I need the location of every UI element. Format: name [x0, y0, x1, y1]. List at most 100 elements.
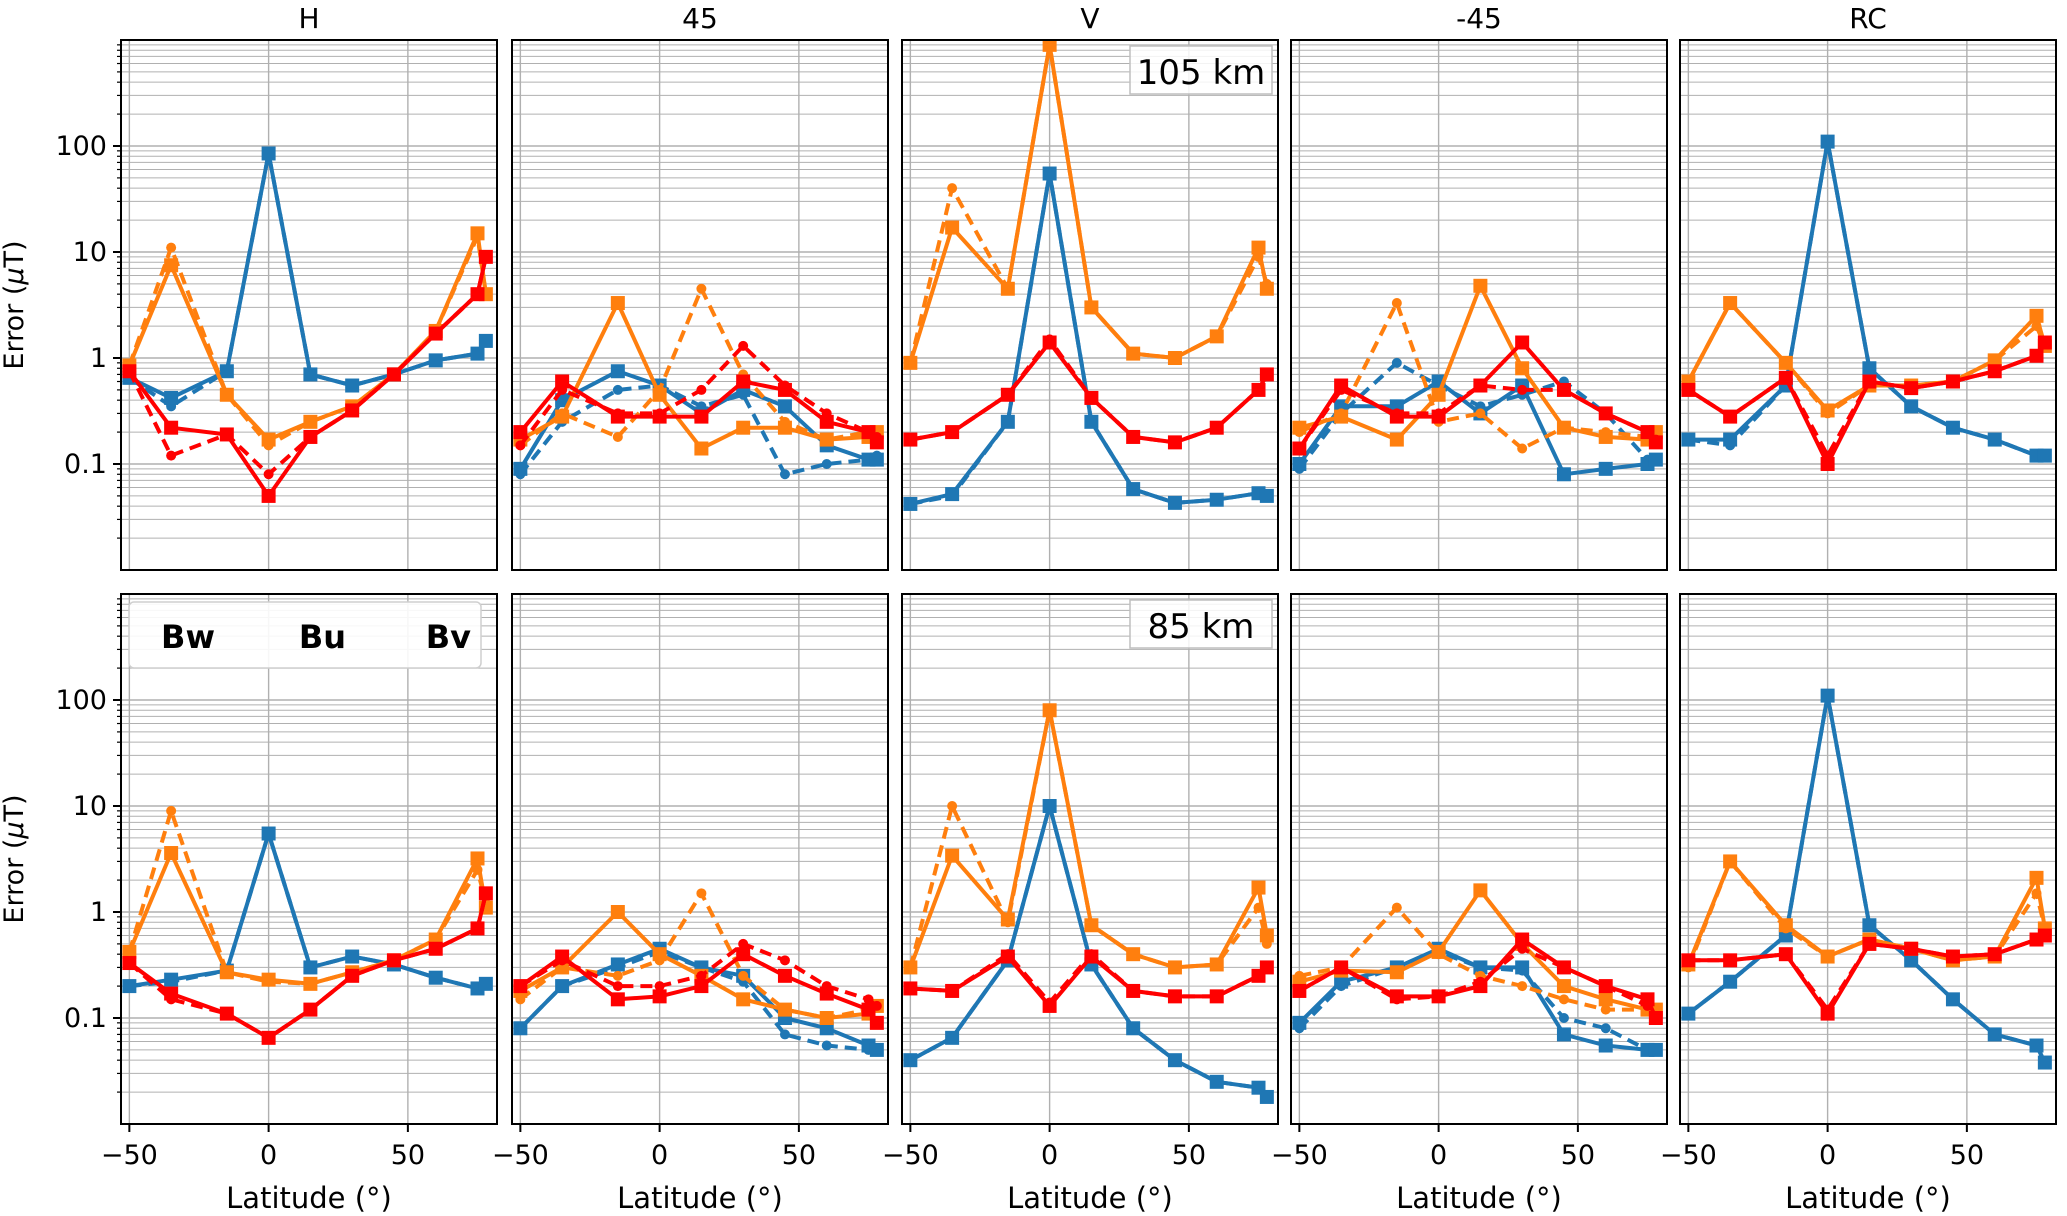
x-tick-label: −50 [492, 1140, 549, 1171]
data-point-bw [1904, 953, 1919, 968]
data-point-bu [1600, 1004, 1611, 1015]
series-group [513, 283, 884, 480]
data-point-bu [1723, 854, 1738, 869]
data-point-bw [945, 487, 960, 502]
data-point-bu [1334, 409, 1349, 424]
series-line-bw-dashed [1687, 693, 2047, 1064]
data-point-bv [2029, 348, 2044, 363]
data-point-bw [1209, 492, 1224, 507]
data-point-bu [736, 420, 751, 435]
data-point-bu [1042, 40, 1057, 52]
data-point-bu [945, 848, 960, 863]
series-line-bw-dashed [518, 949, 877, 1052]
data-point-bv [1904, 941, 1919, 956]
data-point-bu [1042, 703, 1057, 718]
data-point-bv [738, 340, 749, 351]
data-point-bu [652, 387, 667, 402]
y-tick-label: 10 [73, 791, 107, 822]
data-point-bv [1126, 983, 1141, 998]
series-line-bw-solid [909, 804, 1269, 1099]
data-point-bv [303, 1002, 318, 1017]
series-group [1681, 134, 2052, 471]
data-point-bv [1598, 979, 1613, 994]
data-point-bv [1042, 335, 1057, 350]
data-point-bu [261, 432, 276, 447]
data-point-bv [1648, 435, 1663, 450]
x-tick-label: 0 [651, 1140, 668, 1171]
series-line-bu-solid [1298, 283, 1658, 442]
data-point-bv [1904, 381, 1919, 396]
data-point-bw [2029, 1038, 2044, 1053]
data-point-bv [555, 949, 570, 964]
data-point-bv [777, 382, 792, 397]
data-point-bv [219, 427, 234, 442]
data-point-bu [1475, 408, 1486, 419]
series-line-bv-solid [910, 340, 1269, 445]
data-point-bv [1778, 947, 1793, 962]
data-point-bu [947, 801, 958, 811]
data-point-bv [345, 403, 360, 418]
data-point-bv [1515, 335, 1530, 350]
data-point-bw [261, 146, 276, 161]
data-point-bv [1292, 983, 1307, 998]
data-point-bu [947, 183, 958, 194]
data-point-bu [1391, 902, 1402, 913]
data-point-bw [1598, 461, 1613, 476]
column-title: H [298, 2, 319, 35]
data-point-bv [1209, 420, 1224, 435]
data-point-bu [1000, 912, 1015, 927]
subplot-0-3: -45 [1290, 2, 1668, 571]
subplot-frame [120, 39, 498, 571]
data-point-bw [1723, 432, 1738, 447]
data-point-bu [738, 970, 749, 981]
data-point-bw [1334, 974, 1349, 989]
data-point-bu [1431, 387, 1446, 402]
y-axis-label: Error (μT) [0, 240, 30, 369]
series-line-bv-solid [127, 256, 488, 498]
data-point-bw [1556, 467, 1571, 482]
data-point-bw [1292, 1015, 1307, 1030]
data-point-bu [164, 258, 179, 273]
data-point-bv [1431, 989, 1446, 1004]
data-point-bw [1862, 361, 1877, 376]
data-point-bw [1945, 992, 1960, 1007]
x-tick-label: 0 [1430, 1140, 1447, 1171]
data-point-bu [303, 414, 318, 429]
data-point-bw [945, 1030, 960, 1045]
data-point-bw [1126, 1021, 1141, 1036]
series-line-bu-solid [1298, 888, 1656, 1012]
data-point-bu [612, 431, 623, 442]
data-point-bw [1558, 1013, 1569, 1023]
data-point-bu [1473, 883, 1488, 898]
x-tick-label: 50 [1561, 1140, 1595, 1171]
data-point-bv [478, 886, 493, 901]
data-point-bw [1209, 1074, 1224, 1089]
data-point-bv [303, 429, 318, 444]
x-tick-label: 0 [1041, 1140, 1058, 1171]
series-line-bu-solid [519, 301, 878, 451]
data-point-bv [1473, 378, 1488, 393]
data-point-bv [869, 435, 884, 450]
y-tick-label: 1 [90, 897, 107, 928]
data-point-bv [1251, 382, 1266, 397]
series-group [513, 888, 884, 1057]
legend-label-bv: Bv [426, 618, 471, 656]
y-tick-label: 100 [55, 131, 107, 162]
data-point-bv [736, 947, 751, 962]
altitude-annotation-box [1129, 45, 1273, 95]
y-tick-label: 0.1 [64, 1003, 107, 1034]
data-point-bu [696, 888, 707, 899]
data-point-bv [1473, 979, 1488, 994]
data-point-bv [1126, 429, 1141, 444]
series-line-bv-dashed [518, 343, 878, 447]
data-point-bw [821, 459, 832, 469]
y-tick-label: 1 [90, 343, 107, 374]
data-point-bw [1084, 414, 1099, 429]
data-point-bv [345, 968, 360, 983]
subplot-1-1: −50 0 50 Latitude (°) [492, 593, 889, 1215]
data-point-bu [736, 992, 751, 1007]
data-point-bu [1558, 994, 1569, 1005]
data-point-bv [166, 450, 177, 461]
data-point-bv [869, 1015, 884, 1030]
data-point-bu [652, 947, 667, 962]
